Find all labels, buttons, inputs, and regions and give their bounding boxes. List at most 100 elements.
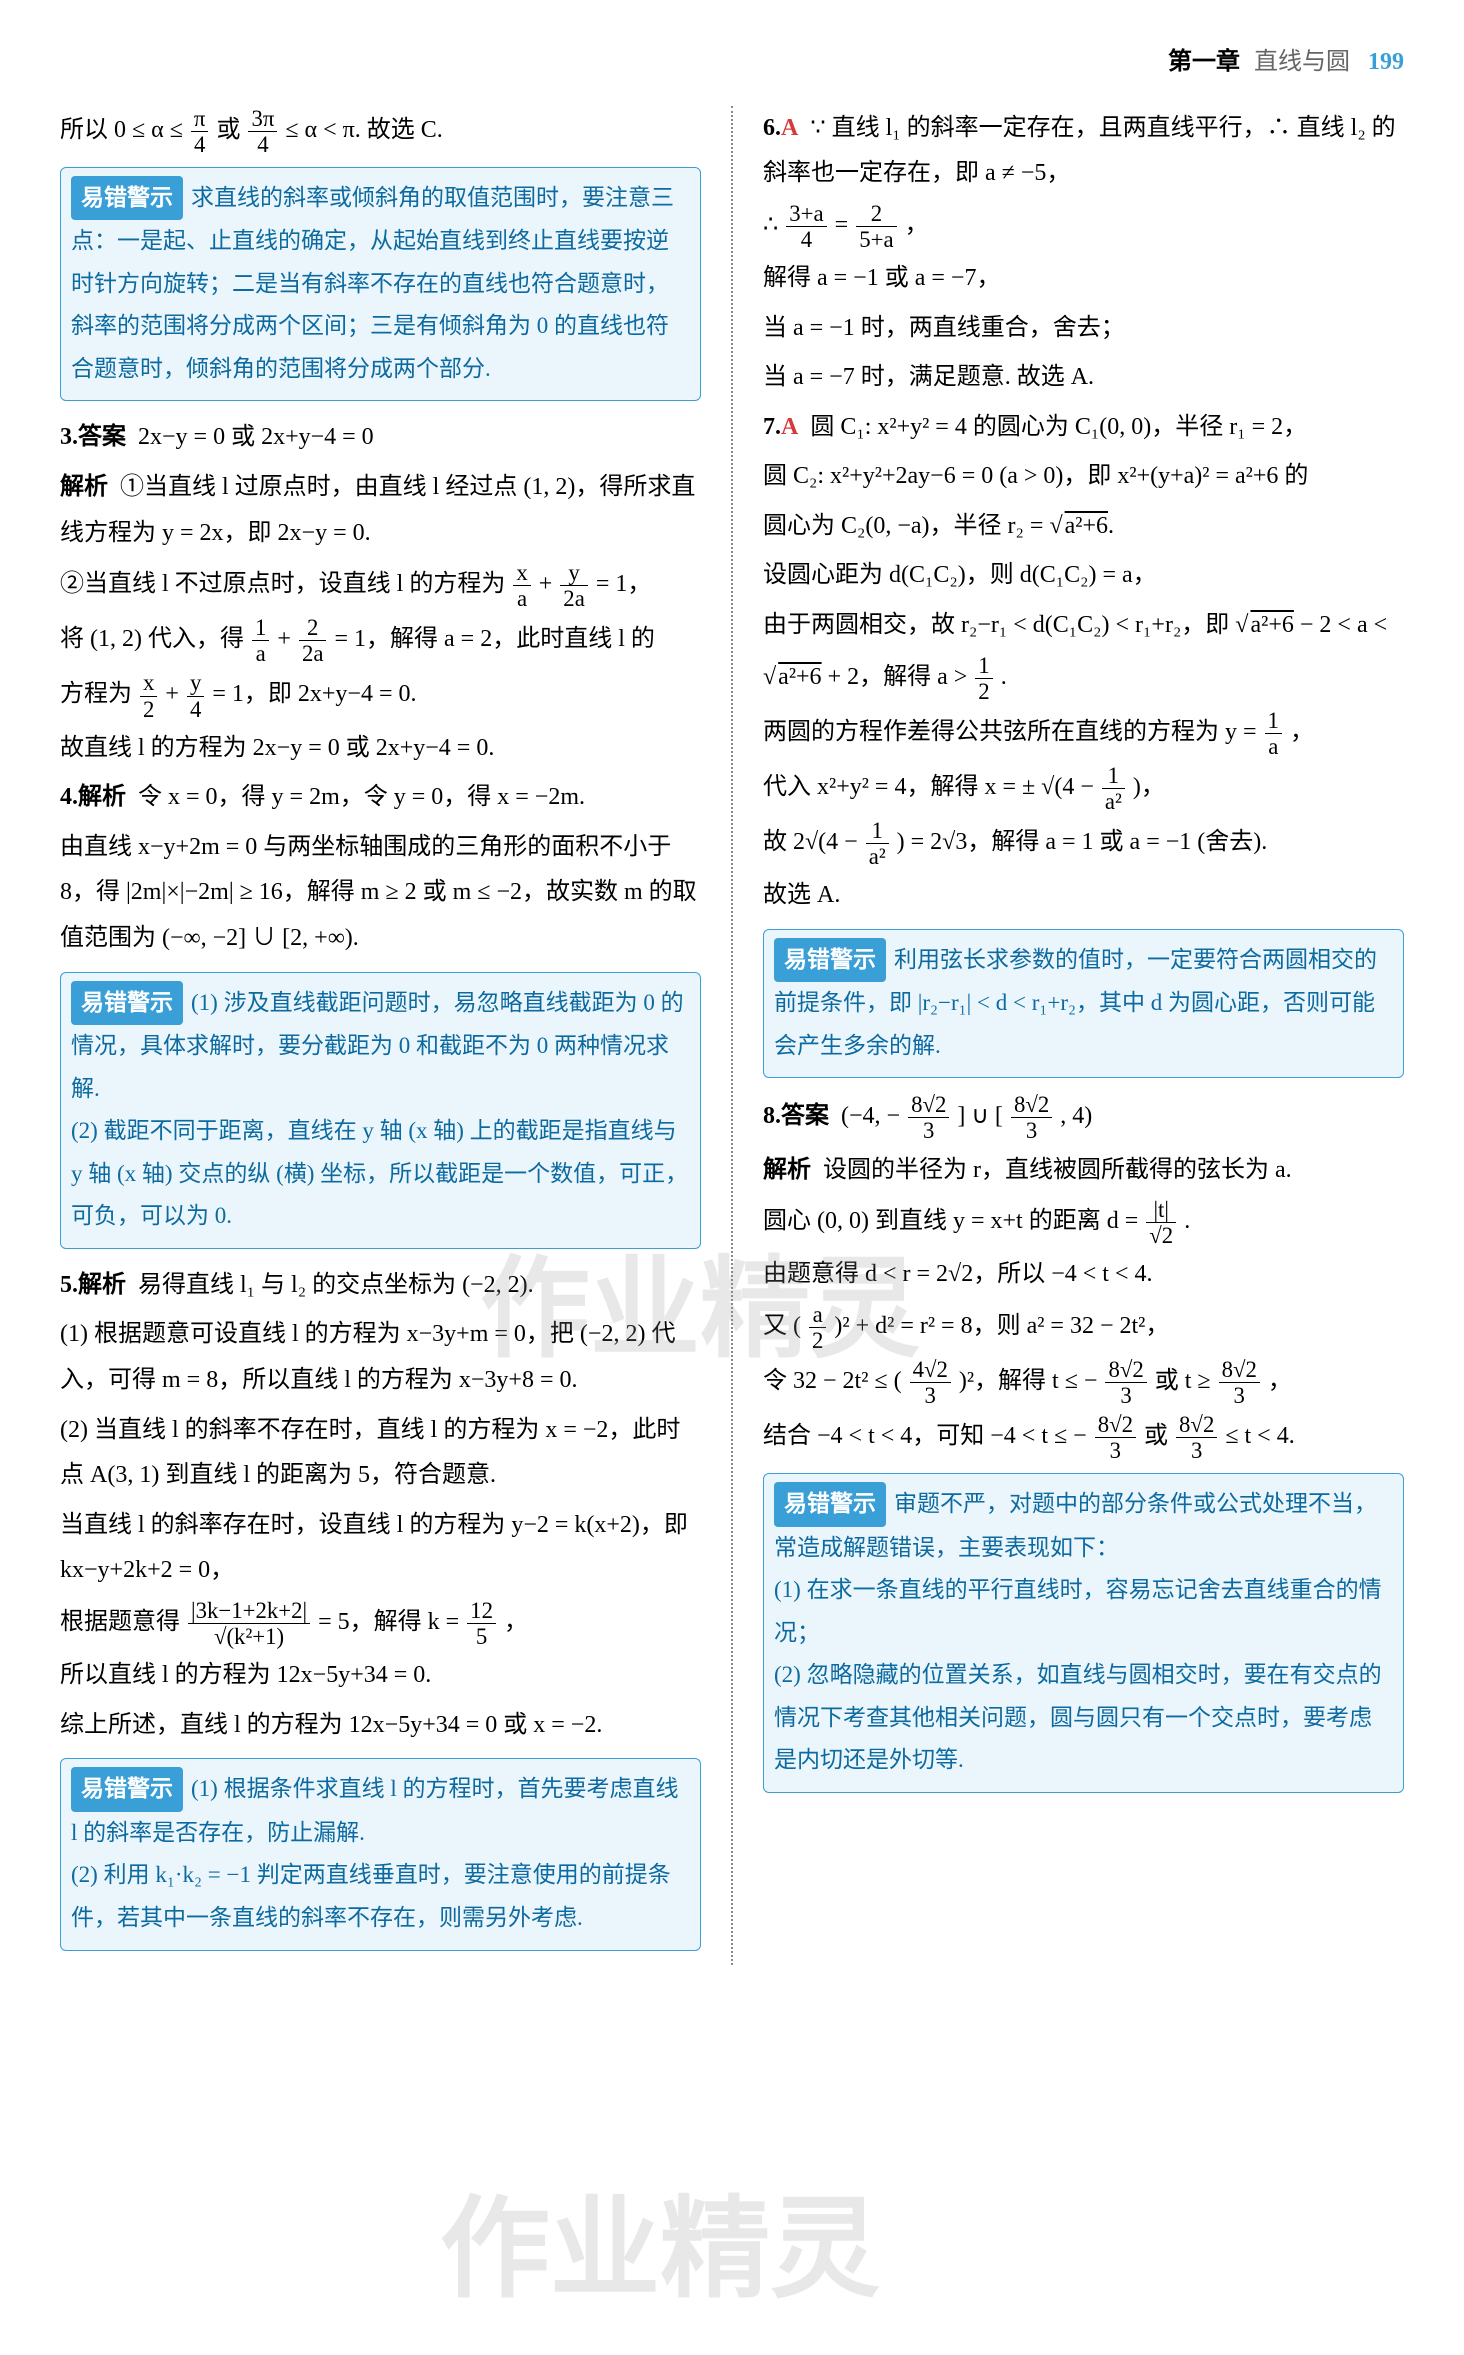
- text: = 5，解得 k =: [318, 1609, 465, 1635]
- question-number: 6.: [763, 115, 781, 141]
- q5-p7: 综上所述，直线 l 的方程为 12x−5y+34 = 0 或 x = −2.: [60, 1703, 701, 1749]
- text: 根据题意得: [60, 1609, 186, 1635]
- q7-p10: 故选 A.: [763, 873, 1404, 919]
- chapter-label: 第一章: [1168, 49, 1240, 75]
- fraction: 22a: [299, 615, 327, 666]
- text: 易得直线 l₁ 与 l₂ 的交点坐标为 (−2, 2).: [138, 1272, 534, 1298]
- q6-line1: 6.A ∵ 直线 l₁ 的斜率一定存在，且两直线平行，∴ 直线 l₂ 的斜率也一…: [763, 106, 1404, 197]
- text: 圆心为 C₂(0, −a)，半径 r₂ = √: [763, 513, 1063, 539]
- warn-tag: 易错警示: [71, 176, 183, 221]
- analysis-label: 4.解析: [60, 784, 126, 810]
- fraction: 8√23: [1219, 1357, 1260, 1408]
- text: +: [277, 626, 291, 652]
- fraction: 4√23: [910, 1357, 951, 1408]
- text: ) = 2√3，解得 a = 1 或 a = −1 (舍去).: [897, 829, 1268, 855]
- fraction: 12: [975, 653, 992, 704]
- text: ≤ t < 4.: [1225, 1423, 1294, 1449]
- text: .: [1108, 513, 1114, 539]
- text: 或: [216, 117, 246, 143]
- q5-analysis: 5.解析 易得直线 l₁ 与 l₂ 的交点坐标为 (−2, 2).: [60, 1263, 701, 1309]
- text: = 1，即 2x+y−4 = 0.: [212, 682, 416, 708]
- answer-text: 2x−y = 0 或 2x+y−4 = 0: [138, 424, 374, 450]
- q5-p5: 根据题意得 |3k−1+2k+2|√(k²+1) = 5，解得 k = 125 …: [60, 1598, 701, 1649]
- text: ②当直线 l 不过原点时，设直线 l 的方程为: [60, 571, 511, 597]
- text: , 4): [1060, 1103, 1092, 1129]
- text: .: [1001, 664, 1007, 690]
- sqrt: a²+6: [1063, 513, 1108, 539]
- text: = 1，解得 a = 2，此时直线 l 的: [334, 626, 654, 652]
- fraction: 1a: [252, 615, 269, 666]
- intro-line: 所以 0 ≤ α ≤ π4 或 3π4 ≤ α < π. 故选 C.: [60, 106, 701, 157]
- analysis-label: 解析: [60, 474, 108, 500]
- text: ①当直线 l 过原点时，由直线 l 经过点 (1, 2)，得所求直线方程为 y …: [60, 474, 695, 546]
- fraction: a2: [809, 1302, 826, 1353]
- text: ，: [1290, 719, 1314, 745]
- column-divider: [731, 106, 733, 1965]
- text: .: [1184, 1208, 1190, 1234]
- q7-line1: 7.A 圆 C₁: x²+y² = 4 的圆心为 C₁(0, 0)，半径 r₁ …: [763, 405, 1404, 451]
- fraction: π4: [191, 106, 209, 157]
- q7-p4: 设圆心距为 d(C₁C₂)，则 d(C₁C₂) = a，: [763, 553, 1404, 599]
- text: ，: [905, 212, 929, 238]
- text: 圆 C₁: x²+y² = 4 的圆心为 C₁(0, 0)，半径 r₁ = 2，: [810, 414, 1307, 440]
- text: 两圆的方程作差得公共弦所在直线的方程为 y =: [763, 719, 1263, 745]
- q4-p2: 由直线 x−y+2m = 0 与两坐标轴围成的三角形的面积不小于 8，得 |2m…: [60, 825, 701, 962]
- text: 由于两圆相交，故 r₂−r₁ < d(C₁C₂) < r₁+r₂，即 √: [763, 612, 1248, 638]
- warn-tag: 易错警示: [71, 1767, 183, 1812]
- fraction: y4: [187, 670, 204, 721]
- q6-p5: 当 a = −7 时，满足题意. 故选 A.: [763, 355, 1404, 401]
- q6-p4: 当 a = −1 时，两直线重合，舍去；: [763, 306, 1404, 352]
- fraction: xa: [513, 560, 530, 611]
- fraction: |t|√2: [1146, 1197, 1176, 1248]
- text: 代入 x²+y² = 4，解得 x = ± √(4 −: [763, 774, 1100, 800]
- text: 令 x = 0，得 y = 2m，令 y = 0，得 x = −2m.: [138, 784, 585, 810]
- text: )² + d² = r² = 8，则 a² = 32 − 2t²，: [834, 1313, 1169, 1339]
- warning-box-4: 易错警示利用弦长求参数的值时，一定要符合两圆相交的前提条件，即 |r₂−r₁| …: [763, 929, 1404, 1079]
- text: 结合 −4 < t < 4，可知 −4 < t ≤ −: [763, 1423, 1087, 1449]
- answer-label: 8.答案: [763, 1103, 829, 1129]
- text: 所以 0 ≤ α ≤: [60, 117, 189, 143]
- text: 方程为: [60, 682, 138, 708]
- text: = 1，: [596, 571, 652, 597]
- q5-p4: 当直线 l 的斜率存在时，设直线 l 的方程为 y−2 = k(x+2)，即 k…: [60, 1503, 701, 1594]
- q3-p4: 方程为 x2 + y4 = 1，即 2x+y−4 = 0.: [60, 670, 701, 721]
- fraction: 8√23: [908, 1092, 949, 1143]
- watermark: 作业精灵: [440, 2146, 880, 2355]
- answer-choice: A: [781, 414, 798, 440]
- q8-p5: 令 32 − 2t² ≤ ( 4√23 )²，解得 t ≤ − 8√23 或 t…: [763, 1357, 1404, 1408]
- text: )，: [1133, 774, 1165, 800]
- text: (−4, −: [841, 1103, 900, 1129]
- warning-box-1: 易错警示求直线的斜率或倾斜角的取值范围时，要注意三点：一是起、止直线的确定，从起…: [60, 167, 701, 402]
- left-column: 所以 0 ≤ α ≤ π4 或 3π4 ≤ α < π. 故选 C. 易错警示求…: [60, 106, 701, 1965]
- q8-p3: 由题意得 d < r = 2√2，所以 −4 < t < 4.: [763, 1252, 1404, 1298]
- q8-p2: 圆心 (0, 0) 到直线 y = x+t 的距离 d = |t|√2 .: [763, 1197, 1404, 1248]
- text: +: [165, 682, 179, 708]
- right-column: 6.A ∵ 直线 l₁ 的斜率一定存在，且两直线平行，∴ 直线 l₂ 的斜率也一…: [763, 106, 1404, 1965]
- q3-p2: ②当直线 l 不过原点时，设直线 l 的方程为 xa + y2a = 1，: [60, 560, 701, 611]
- question-number: 7.: [763, 414, 781, 440]
- text: )²，解得 t ≤ −: [959, 1368, 1098, 1394]
- q3-p5: 故直线 l 的方程为 2x−y = 0 或 2x+y−4 = 0.: [60, 726, 701, 772]
- sqrt: a²+6: [776, 664, 821, 690]
- text: ∴: [763, 212, 784, 238]
- fraction: 3π4: [248, 106, 277, 157]
- text: +: [539, 571, 553, 597]
- fraction: |3k−1+2k+2|√(k²+1): [188, 1598, 310, 1649]
- two-column-layout: 所以 0 ≤ α ≤ π4 或 3π4 ≤ α < π. 故选 C. 易错警示求…: [60, 106, 1404, 1965]
- q6-p3: 解得 a = −1 或 a = −7，: [763, 256, 1404, 302]
- q5-p6: 所以直线 l 的方程为 12x−5y+34 = 0.: [60, 1653, 701, 1699]
- warn-tag: 易错警示: [71, 981, 183, 1026]
- text: =: [835, 212, 855, 238]
- sqrt: a²+6: [1248, 612, 1293, 638]
- analysis-label: 解析: [763, 1157, 811, 1183]
- fraction: 3+a4: [786, 201, 826, 252]
- text: ≤ α < π. 故选 C.: [285, 117, 442, 143]
- fraction: 25+a: [856, 201, 896, 252]
- q3-analysis: 解析 ①当直线 l 过原点时，由直线 l 经过点 (1, 2)，得所求直线方程为…: [60, 465, 701, 556]
- text: − 2 < a <: [1294, 612, 1387, 638]
- q7-p3: 圆心为 C₂(0, −a)，半径 r₂ = √a²+6.: [763, 504, 1404, 550]
- fraction: 1a: [1265, 708, 1282, 759]
- text: 或: [1144, 1423, 1174, 1449]
- fraction: 8√23: [1105, 1357, 1146, 1408]
- fraction: x2: [140, 670, 157, 721]
